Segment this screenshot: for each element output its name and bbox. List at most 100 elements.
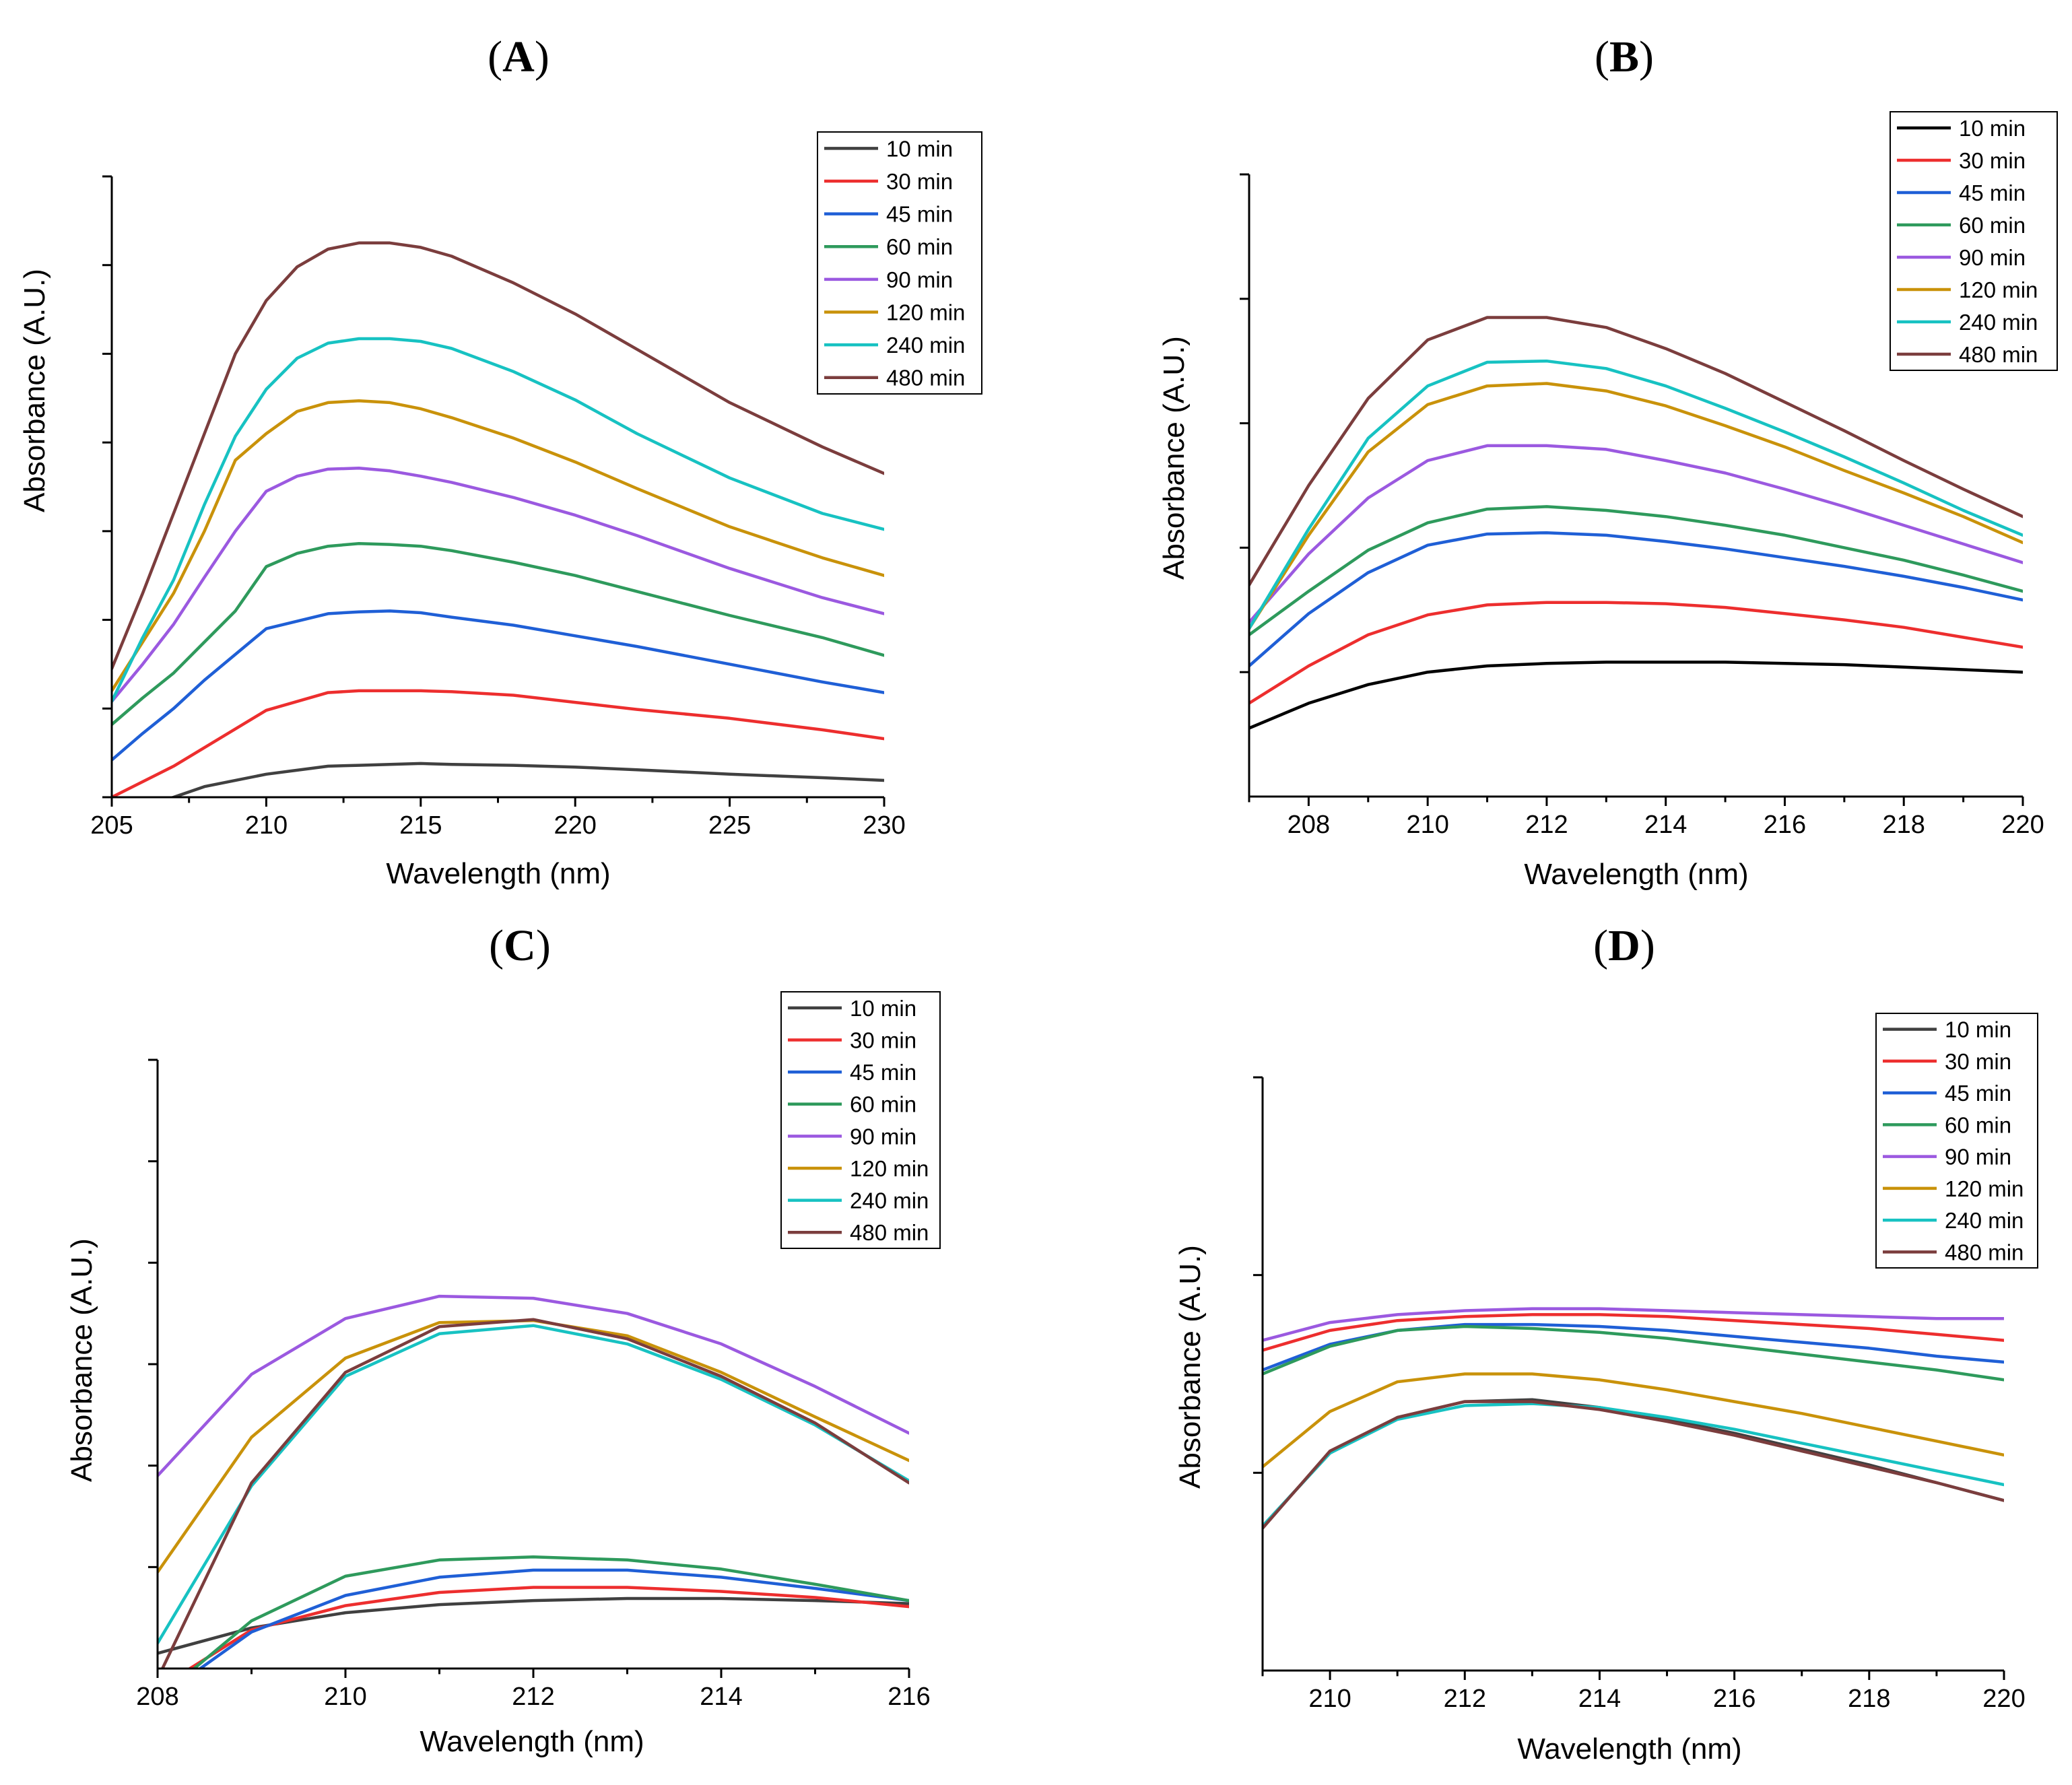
x-tick-label: 215 <box>399 811 442 840</box>
x-tick-label: 210 <box>245 811 288 840</box>
series-line-45-min <box>112 609 884 762</box>
series-line-90-min <box>158 1294 909 1477</box>
chart-panel-c: (C) 208 210 212 214 216 Wavelength (nm) Absorba… <box>65 921 941 1758</box>
legend-label-30-min: 30 min <box>1959 148 2026 173</box>
legend-label-30-min: 30 min <box>850 1028 916 1052</box>
series-line-90-min <box>1249 444 2023 624</box>
x-tick-label: 230 <box>863 811 905 840</box>
series-line-10-min <box>1249 661 2023 730</box>
x-tick-label: 214 <box>1644 811 1687 839</box>
x-tick-label: 212 <box>1444 1685 1486 1713</box>
x-tick-label: 220 <box>1982 1685 2025 1713</box>
legend-label-60-min: 60 min <box>850 1092 916 1117</box>
legend-label-480-min: 480 min <box>850 1220 929 1245</box>
legend-label-480-min: 480 min <box>1959 342 2038 367</box>
series-line-90-min <box>1263 1307 2004 1342</box>
x-tick-label: 214 <box>1578 1685 1621 1713</box>
series-line-120-min <box>1249 382 2023 630</box>
legend-label-480-min: 480 min <box>886 366 965 391</box>
x-tick-label: 210 <box>324 1683 366 1711</box>
legend-label-10-min: 10 min <box>1945 1017 2011 1042</box>
series-line-10-min <box>168 762 884 797</box>
panel-title-letter: D <box>1608 921 1640 970</box>
x-tick-label: 218 <box>1848 1685 1890 1713</box>
legend-box <box>1875 1013 2038 1269</box>
series-line-480-min <box>1263 1400 2004 1530</box>
legend-label-45-min: 45 min <box>1945 1081 2011 1106</box>
series-group <box>1249 316 2023 730</box>
panel-title: (B) <box>1595 32 1654 81</box>
legend-label-60-min: 60 min <box>1945 1112 2011 1137</box>
y-axis-title: Absorbance (A.U.) <box>18 269 51 512</box>
x-tick-label: 216 <box>1713 1685 1756 1713</box>
series-line-90-min <box>112 467 884 703</box>
series-line-480-min <box>160 1318 909 1669</box>
legend-box <box>817 131 982 395</box>
series-group <box>112 241 884 797</box>
legend-label-480-min: 480 min <box>1945 1240 2024 1265</box>
x-tick-label: 205 <box>90 811 133 840</box>
y-axis-title: Absorbance (A.U.) <box>1158 336 1191 580</box>
series-line-120-min <box>112 399 884 693</box>
chart-panel-b: (B) 208 210 212 214 216 218 220 Wavelength (nm) A… <box>1158 32 2058 891</box>
legend-box <box>780 991 941 1249</box>
panel-title-open-paren: ( <box>1593 921 1608 970</box>
x-tick-label: 212 <box>1525 811 1568 839</box>
x-axis-title: Wavelength (nm) <box>1524 858 1748 891</box>
legend-label-120-min: 120 min <box>886 300 965 325</box>
panel-title: (A) <box>488 32 549 81</box>
panel-title: (C) <box>489 921 551 970</box>
series-line-240-min <box>1249 359 2023 630</box>
legend-label-45-min: 45 min <box>850 1060 916 1085</box>
legend-label-30-min: 30 min <box>1945 1049 2011 1074</box>
x-tick-label: 214 <box>700 1683 742 1711</box>
series-line-30-min <box>187 1586 909 1669</box>
series-line-60-min <box>1263 1324 2004 1382</box>
panel-title-open-paren: ( <box>488 32 502 81</box>
legend-label-45-min: 45 min <box>1959 180 2026 205</box>
legend-label-240-min: 240 min <box>1959 310 2038 335</box>
panel-title-close-paren: ) <box>536 921 551 970</box>
legend-label-120-min: 120 min <box>850 1156 929 1181</box>
series-line-120-min <box>1263 1372 2004 1469</box>
x-tick-label: 216 <box>888 1683 930 1711</box>
series-line-60-min <box>1249 505 2023 637</box>
legend: 10 min 30 min 45 min 60 min 90 min 120 min 240… <box>817 131 982 395</box>
series-line-45-min <box>197 1568 909 1669</box>
series-line-30-min <box>1263 1313 2004 1352</box>
legend-label-120-min: 120 min <box>1945 1176 2024 1201</box>
x-tick-label: 225 <box>708 811 751 840</box>
legend: 10 min 30 min 45 min 60 min 90 min 120 min 240… <box>780 991 941 1249</box>
x-tick-label: 210 <box>1406 811 1448 839</box>
x-tick-label: 220 <box>2001 811 2044 839</box>
x-axis-title: Wavelength (nm) <box>1517 1732 1741 1765</box>
y-axis-title: Absorbance (A.U.) <box>65 1238 98 1482</box>
legend-label-10-min: 10 min <box>1959 116 2026 141</box>
legend-label-240-min: 240 min <box>850 1188 929 1213</box>
chart-panel-d: (D) 210 212 214 216 218 220 Wavelength (nm) Abso… <box>1174 921 2038 1765</box>
legend: 10 min 30 min 45 min 60 min 90 min 120 min 240… <box>1890 111 2058 371</box>
legend-label-60-min: 60 min <box>886 234 953 259</box>
legend-label-240-min: 240 min <box>1945 1208 2024 1233</box>
panel-title-letter: A <box>502 32 535 81</box>
panel-title-open-paren: ( <box>489 921 504 970</box>
x-tick-label: 216 <box>1764 811 1806 839</box>
legend-label-90-min: 90 min <box>1959 245 2026 270</box>
series-line-30-min <box>112 689 884 797</box>
panel-title: (D) <box>1593 921 1655 970</box>
series-line-240-min <box>1263 1402 2004 1528</box>
legend-label-90-min: 90 min <box>886 267 953 292</box>
x-tick-label: 208 <box>1288 811 1330 839</box>
panel-title-close-paren: ) <box>1640 921 1655 970</box>
y-axis-title: Absorbance (A.U.) <box>1174 1245 1207 1489</box>
legend-label-120-min: 120 min <box>1959 277 2038 302</box>
legend-label-10-min: 10 min <box>850 996 916 1021</box>
legend-label-90-min: 90 min <box>850 1124 916 1149</box>
legend-label-45-min: 45 min <box>886 202 953 227</box>
chart-panel-a: (A) 205 210 215 220 225 230 Wavelength (nm) Abso… <box>18 32 982 890</box>
series-line-480-min <box>1249 316 2023 587</box>
x-tick-label: 212 <box>512 1683 554 1711</box>
series-line-240-min <box>158 1324 909 1645</box>
legend-box <box>1890 111 2058 371</box>
